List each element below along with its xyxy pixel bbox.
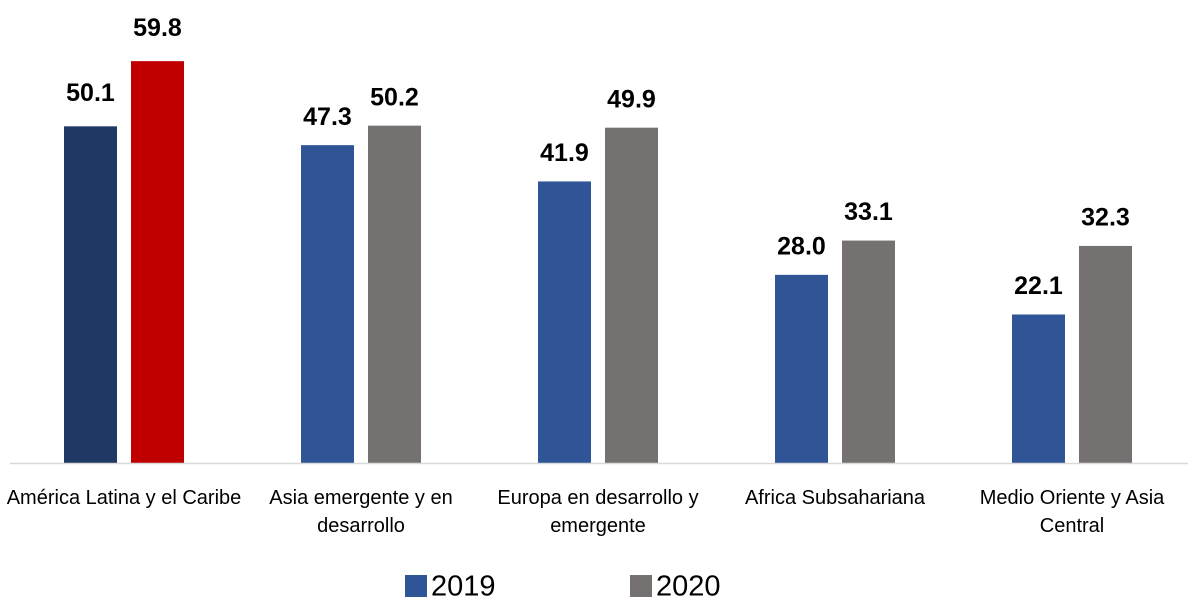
bar — [301, 145, 354, 464]
data-label: 32.3 — [1081, 204, 1130, 232]
bar — [1079, 245, 1132, 463]
data-label: 41.9 — [540, 139, 589, 167]
data-label: 33.1 — [844, 198, 893, 226]
bar — [538, 181, 591, 463]
bar — [605, 127, 658, 463]
bar — [131, 61, 184, 463]
x-tick-label: Asia emergente y en desarrollo — [269, 487, 453, 537]
legend-swatch — [630, 575, 652, 597]
legend-swatch — [405, 575, 427, 597]
bar — [1012, 314, 1065, 463]
data-label: 50.2 — [370, 83, 419, 111]
data-label: 47.3 — [303, 103, 352, 131]
bar — [368, 125, 421, 463]
x-tick-label: Medio Oriente y Asia Central — [979, 487, 1165, 537]
bar — [775, 274, 828, 463]
data-label: 49.9 — [607, 85, 656, 113]
legend-label: 2019 — [431, 571, 496, 603]
bar — [64, 126, 117, 463]
legend-label: 2020 — [656, 571, 721, 603]
x-tick-label: Europa en desarrollo y emergente — [497, 487, 699, 537]
data-label: 28.0 — [777, 232, 826, 260]
data-label: 59.8 — [133, 14, 182, 42]
x-tick-label: Africa Subsahariana — [744, 487, 926, 509]
x-tick-label: América Latina y el Caribe — [6, 487, 242, 509]
data-label: 50.1 — [66, 79, 115, 107]
data-label: 22.1 — [1014, 272, 1063, 300]
bar — [842, 240, 895, 463]
